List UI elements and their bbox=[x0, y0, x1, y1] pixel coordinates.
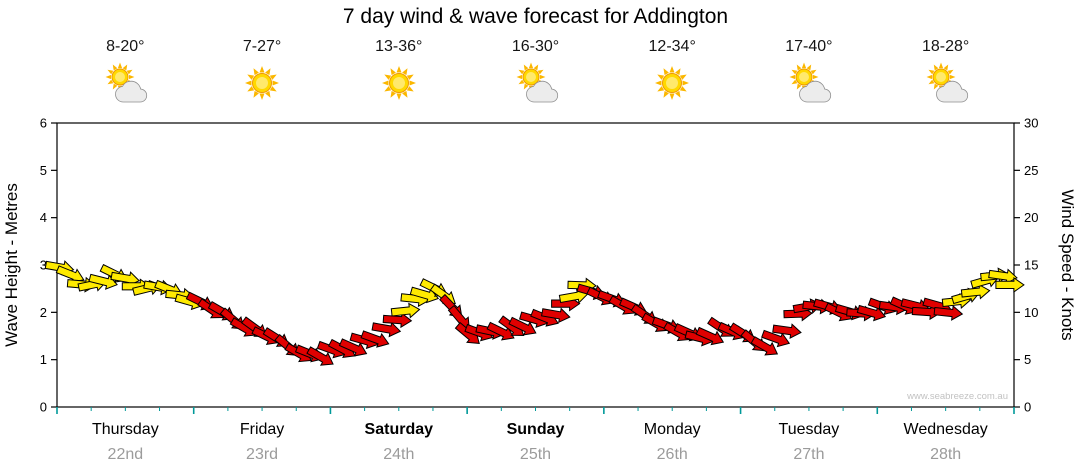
wind-arrow bbox=[508, 316, 537, 336]
day-labels: Thursday 22nd Friday 23rd Saturday 24th Sunday… bbox=[92, 421, 988, 463]
day-column: 17-40° bbox=[741, 38, 877, 105]
date-label: 26th bbox=[657, 446, 688, 463]
sun-cloud-icon bbox=[102, 61, 148, 105]
wind-arrows bbox=[44, 260, 1025, 366]
temp-label: 17-40° bbox=[785, 38, 833, 55]
wind-arrow bbox=[750, 336, 779, 356]
wind-arrow bbox=[88, 273, 118, 290]
day-label: Friday bbox=[240, 421, 284, 438]
wave-tick-label: 1 bbox=[40, 352, 47, 367]
day-column: 16-30° bbox=[468, 38, 604, 105]
day-column: 12-34° bbox=[604, 38, 740, 105]
day-label: Thursday bbox=[92, 421, 159, 438]
day-label: Tuesday bbox=[779, 421, 840, 438]
wave-tick-label: 0 bbox=[40, 400, 47, 415]
temp-label: 7-27° bbox=[242, 38, 282, 55]
page-title: 7 day wind & wave forecast for Addington bbox=[342, 5, 729, 28]
wind-arrow bbox=[933, 305, 964, 321]
wind-tick-label: 25 bbox=[1024, 163, 1038, 178]
sun-cloud-icon bbox=[513, 61, 559, 105]
axis-ticks: 0 1 2 3 4 5 6 0 5 10 15 20 25 30 bbox=[40, 116, 1039, 415]
wind-tick-label: 30 bbox=[1024, 116, 1038, 131]
temp-label: 16-30° bbox=[511, 38, 560, 55]
wind-arrow bbox=[988, 268, 1018, 285]
day-label: Wednesday bbox=[904, 421, 988, 438]
wind-arrow bbox=[360, 330, 390, 348]
date-label: 22nd bbox=[108, 446, 144, 463]
wind-arrow bbox=[695, 326, 725, 346]
sun-icon bbox=[239, 61, 285, 105]
watermark: www.seabreeze.com.au bbox=[906, 391, 1008, 402]
wind-tick-label: 5 bbox=[1024, 352, 1031, 367]
wave-tick-label: 4 bbox=[40, 210, 47, 225]
day-column: 18-28° bbox=[878, 38, 1014, 105]
date-label: 27th bbox=[793, 446, 824, 463]
wind-arrow bbox=[541, 307, 571, 324]
wind-axis-title: Wind Speed - Knots bbox=[1058, 189, 1077, 340]
wave-tick-label: 6 bbox=[40, 116, 47, 131]
wave-tick-label: 3 bbox=[40, 258, 47, 273]
wind-tick-label: 10 bbox=[1024, 305, 1038, 320]
day-column: 7-27° bbox=[194, 38, 330, 105]
wind-tick-label: 15 bbox=[1024, 258, 1038, 273]
day-label: Sunday bbox=[507, 421, 565, 438]
wind-arrow bbox=[911, 304, 942, 321]
wind-arrow bbox=[382, 312, 413, 329]
day-column: 8-20° bbox=[57, 38, 193, 105]
sun-icon bbox=[376, 61, 422, 105]
temp-label: 18-28° bbox=[921, 38, 970, 55]
wind-arrow bbox=[761, 329, 791, 348]
temp-label: 13-36° bbox=[375, 38, 423, 55]
sun-icon bbox=[649, 61, 695, 105]
temp-label: 12-34° bbox=[648, 38, 696, 55]
wind-arrow bbox=[390, 302, 421, 319]
wind-arrow bbox=[306, 346, 334, 366]
plot-frame bbox=[56, 122, 1015, 408]
day-label: Saturday bbox=[365, 421, 434, 438]
date-label: 23rd bbox=[246, 446, 278, 463]
wind-arrow bbox=[338, 338, 368, 357]
wind-tick-label: 0 bbox=[1024, 400, 1031, 415]
wind-arrow bbox=[995, 276, 1025, 293]
day-header: 8-20° 7-27° 13-36° 16-30° 12-34° 17-40° 18-28° bbox=[0, 0, 1080, 120]
date-label: 28th bbox=[930, 446, 961, 463]
sun-cloud-icon bbox=[786, 61, 832, 105]
wind-arrow bbox=[371, 321, 402, 338]
wind-arrow bbox=[856, 304, 887, 322]
day-label: Monday bbox=[644, 421, 701, 438]
date-label: 24th bbox=[383, 446, 414, 463]
wave-axis-title: Wave Height - Metres bbox=[2, 183, 21, 347]
wave-tick-label: 5 bbox=[40, 163, 47, 178]
date-label: 25th bbox=[520, 446, 551, 463]
wave-tick-label: 2 bbox=[40, 305, 47, 320]
sun-cloud-icon bbox=[923, 61, 969, 105]
wind-arrow bbox=[772, 323, 802, 339]
temp-label: 8-20° bbox=[106, 38, 145, 55]
wind-arrow bbox=[960, 283, 991, 300]
day-column: 13-36° bbox=[331, 38, 467, 105]
wind-tick-label: 20 bbox=[1024, 210, 1038, 225]
wind-arrow bbox=[486, 321, 515, 341]
